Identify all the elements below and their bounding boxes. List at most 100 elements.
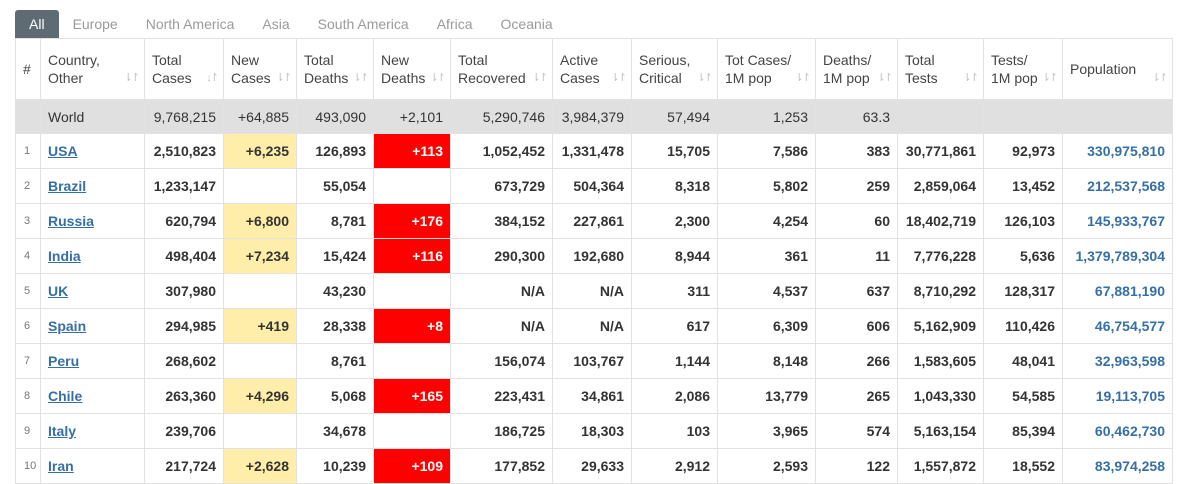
column-header-deaths-per-million[interactable]: Deaths/1M pop ⇂↾	[815, 38, 898, 100]
cell-active-cases: 34,861	[552, 378, 632, 414]
cell-new-deaths: +113	[373, 133, 451, 169]
country-link[interactable]: Chile	[48, 388, 83, 404]
column-header-total-tests[interactable]: Total Tests ⇂↾	[897, 38, 984, 100]
sort-icon[interactable]: ⇂↾	[962, 72, 980, 84]
country-cell: Brazil	[40, 168, 145, 204]
column-header-serious-critical[interactable]: Serious, Critical ⇂↾	[631, 38, 718, 100]
cell-total-tests: 30,771,861	[897, 133, 984, 169]
cell-deaths-per-m: 637	[815, 273, 898, 309]
cell-deaths-per-m: 383	[815, 133, 898, 169]
cell-total-cases: 239,706	[144, 413, 224, 449]
country-link[interactable]: Spain	[48, 318, 87, 334]
column-header-tests-per-million[interactable]: Tests/1M pop ⇂↾	[983, 38, 1063, 100]
cell-new-deaths: +2,101	[373, 99, 451, 134]
table-row: 3 Russia 620,794 +6,800 8,781 +176 384,152 227,…	[15, 203, 1173, 239]
cell-active-cases: 103,767	[552, 343, 632, 379]
column-header-new-deaths[interactable]: New Deaths ⇂↾	[373, 38, 451, 100]
column-header-label: Population	[1070, 60, 1165, 78]
cell-cases-per-m: 6,309	[717, 308, 816, 344]
column-header-label: Total Recovered	[458, 51, 545, 87]
cell-active-cases: 3,984,379	[552, 99, 632, 134]
sort-icon[interactable]: ⇂↾	[876, 72, 894, 84]
row-rank: 9	[15, 413, 41, 449]
tab-asia[interactable]: Asia	[262, 16, 290, 32]
cell-new-cases: +6,235	[223, 133, 297, 169]
column-header-new-cases[interactable]: New Cases ⇂↾	[223, 38, 297, 100]
cell-new-cases: +64,885	[223, 99, 297, 134]
column-header-total-recovered[interactable]: Total Recovered ⇂↾	[450, 38, 553, 100]
country-link[interactable]: India	[48, 248, 81, 264]
cell-deaths-per-m: 574	[815, 413, 898, 449]
cell-new-cases	[223, 343, 297, 379]
header-line-1: Serious,	[639, 52, 691, 68]
header-line-2: Deaths	[381, 70, 426, 86]
sort-icon[interactable]: ⇂↾	[696, 72, 714, 84]
country-link[interactable]: Peru	[48, 353, 80, 369]
country-cell: Chile	[40, 378, 145, 414]
row-rank: 8	[15, 378, 41, 414]
sort-icon[interactable]: ⇂↾	[794, 72, 812, 84]
tab-all[interactable]: All	[15, 10, 59, 38]
cell-total-deaths: 10,239	[296, 448, 374, 484]
country-link[interactable]: Russia	[48, 213, 94, 229]
cell-cases-per-m: 4,537	[717, 273, 816, 309]
sort-icon[interactable]: ⇂↾	[1041, 72, 1059, 84]
cell-new-cases: +6,800	[223, 203, 297, 239]
sort-icon[interactable]: ⇂↾	[275, 72, 293, 84]
cell-total-tests: 1,043,330	[897, 378, 984, 414]
country-link[interactable]: Brazil	[48, 178, 87, 194]
cell-deaths-per-m: 606	[815, 308, 898, 344]
table-row: 9 Italy 239,706 34,678 186,725 18,303 103 3,965…	[15, 413, 1173, 449]
country-link[interactable]: UK	[48, 283, 69, 299]
header-line-1: Population	[1070, 61, 1137, 77]
sort-icon[interactable]: ⇂↾	[531, 72, 549, 84]
column-header-total-deaths[interactable]: Total Deaths ⇂↾	[296, 38, 374, 100]
sort-icon[interactable]: ⇂↾	[429, 72, 447, 84]
tab-oceania[interactable]: Oceania	[500, 16, 553, 32]
column-header-country[interactable]: Country, Other ⇂↾	[40, 38, 145, 100]
sort-icon[interactable]: ⇂↾	[1151, 72, 1169, 84]
column-header-label: Deaths/1M pop	[823, 51, 890, 87]
header-line-2: Cases	[560, 70, 600, 86]
table-row: 6 Spain 294,985 +419 28,338 +8 N/A N/A 617 6,309 6…	[15, 308, 1173, 344]
cell-tests-per-m: 126,103	[983, 203, 1063, 239]
tab-europe[interactable]: Europe	[72, 16, 118, 32]
sort-icon[interactable]: ⇂↾	[610, 72, 628, 84]
tab-africa[interactable]: Africa	[436, 16, 473, 32]
cell-total-deaths: 28,338	[296, 308, 374, 344]
cell-population: 145,933,767	[1062, 203, 1173, 239]
sort-desc-icon[interactable]: ↓↾	[206, 72, 219, 84]
header-line-1: Tests/	[991, 52, 1028, 68]
tab-north-america[interactable]: North America	[145, 16, 235, 32]
column-header-label: Serious, Critical	[639, 51, 710, 87]
cell-new-deaths: +8	[373, 308, 451, 344]
column-header-population[interactable]: Population ⇂↾	[1062, 38, 1173, 100]
country-cell: Russia	[40, 203, 145, 239]
cell-total-cases: 2,510,823	[144, 133, 224, 169]
cell-tests-per-m: 18,552	[983, 448, 1063, 484]
column-header-cases-per-million[interactable]: Tot Cases/1M pop ⇂↾	[717, 38, 816, 100]
country-link[interactable]: Italy	[48, 423, 77, 439]
cell-total-cases: 307,980	[144, 273, 224, 309]
cell-total-cases: 1,233,147	[144, 168, 224, 204]
country-link[interactable]: Iran	[48, 458, 74, 474]
cell-total-deaths: 493,090	[296, 99, 374, 134]
country-cell: India	[40, 238, 145, 274]
cell-population: 19,113,705	[1062, 378, 1173, 414]
cell-total-deaths: 34,678	[296, 413, 374, 449]
cell-cases-per-m: 5,802	[717, 168, 816, 204]
country-link[interactable]: USA	[48, 143, 78, 159]
row-rank: 3	[15, 203, 41, 239]
header-line-2: 1M pop	[725, 70, 772, 86]
tab-south-america[interactable]: South America	[317, 16, 409, 32]
column-header-active-cases[interactable]: Active Cases ⇂↾	[552, 38, 632, 100]
cell-tests-per-m: 54,585	[983, 378, 1063, 414]
cell-total-recovered: 223,431	[450, 378, 553, 414]
column-header-total-cases[interactable]: Total Cases ↓↾	[144, 38, 224, 100]
sort-icon[interactable]: ⇂↾	[123, 72, 141, 84]
covid-table-panel: All Europe North America Asia South Amer…	[15, 10, 1173, 484]
table-row: 10 Iran 217,724 +2,628 10,239 +109 177,852 29,6…	[15, 448, 1173, 484]
sort-icon[interactable]: ⇂↾	[352, 72, 370, 84]
header-line-1: Tot Cases/	[725, 52, 792, 68]
cell-population: 32,963,598	[1062, 343, 1173, 379]
